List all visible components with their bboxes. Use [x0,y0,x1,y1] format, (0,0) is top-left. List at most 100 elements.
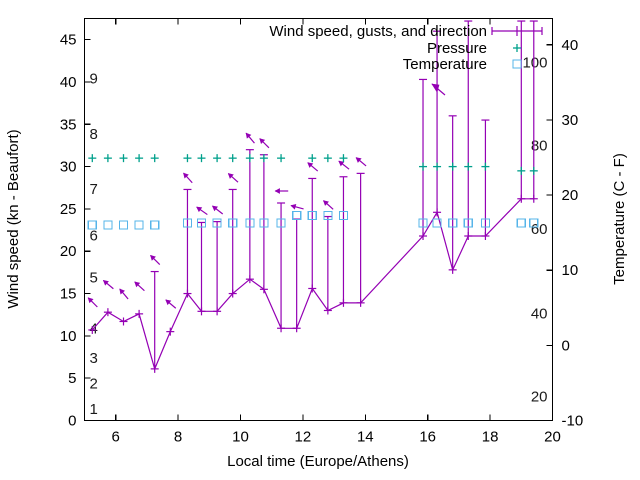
x-tick-label: 16 [419,429,436,446]
wind-direction-arrows [87,132,367,309]
wind-direction-arrowhead [323,200,329,206]
temperature-marker [134,220,144,230]
y2-tick-label: 30 [562,112,579,129]
y-tick-label: 5 [68,370,76,387]
beaufort-label: 3 [90,350,98,367]
y-axis-right: -10 0 10 20 30 40 [546,37,584,430]
temperature-marker [150,220,160,230]
temperature-marker [245,218,255,228]
x-tick-label: 10 [232,429,249,446]
wind-direction-arrowhead [150,254,156,261]
y-tick-label: 20 [60,243,77,260]
wind-direction-arrowhead [119,288,125,295]
fahrenheit-scale-labels: 20 40 60 80 100 [522,54,547,405]
y-tick-label: 15 [60,286,77,303]
x-tick-label: 20 [544,429,561,446]
wind-direction-arrowhead [211,205,218,212]
temperature-marker [182,218,193,228]
wind-direction-arrowhead [134,281,141,288]
y-tick-label: 40 [60,74,77,91]
x-tick-label: 12 [295,429,312,446]
y2-tick-label: 20 [562,187,579,204]
wind-direction-arrowhead [259,138,266,144]
temperature-marker [196,218,207,228]
temperature-marker [103,220,113,230]
wind-direction-arrowhead [183,172,189,179]
legend-label-wind: Wind speed, gusts, and direction [269,23,487,40]
beaufort-label: 1 [90,401,98,418]
y2-axis-title: Temperature (C - F) [611,153,628,285]
y-tick-label: 10 [60,328,77,345]
beaufort-label: 6 [90,227,98,244]
fahrenheit-label: 20 [531,389,548,406]
temperature-marker [418,218,428,228]
x-axis-title: Local time (Europe/Athens) [227,453,409,470]
legend: Wind speed, gusts, and directionPressure… [269,23,543,96]
temperature-marker [87,220,97,230]
wind-direction-arrowhead [274,188,280,194]
wind-direction-arrowhead [290,203,297,210]
legend-sample-temperature [512,59,522,69]
temperature-marker [292,210,302,220]
legend-label-temperature: Temperature [403,56,487,73]
temperature-marker [323,210,333,220]
wind-direction-arrowhead [338,160,345,167]
temperature-marker [276,218,286,228]
y-tick-label: 0 [68,413,76,430]
x-tick-label: 8 [174,429,182,446]
x-axis: 6 8 10 12 14 16 18 20 [112,18,561,446]
y-tick-label: 25 [60,201,77,218]
pressure-markers [88,154,538,175]
legend-direction-arrowhead [431,83,440,93]
beaufort-label: 7 [90,181,98,198]
wind-direction-arrowhead [165,299,172,306]
temperature-marker [432,218,442,228]
y-axis-title: Wind speed (kn - Beaufort) [5,129,22,308]
temperature-marker [212,218,222,228]
fahrenheit-label: 100 [522,54,547,71]
fahrenheit-label: 60 [531,221,548,238]
temperature-marker [529,218,539,228]
wind-direction-arrowhead [307,162,314,168]
wind-direction-arrowhead [227,173,234,179]
y-axis-left: 0 5 10 15 20 25 30 35 40 45 [60,32,91,430]
fahrenheit-label: 80 [531,138,548,155]
temperature-marker [448,218,458,228]
wind-direction-arrowhead [196,206,203,213]
legend-label-pressure: Pressure [427,40,487,57]
temperature-markers [87,210,539,230]
x-tick-label: 6 [112,429,120,446]
fahrenheit-label: 40 [531,305,548,322]
wind-direction-arrowhead [102,280,109,286]
temperature-marker [516,218,526,228]
temperature-marker [307,210,317,220]
temperature-marker [259,218,269,228]
temperature-marker [338,210,349,220]
temperature-marker [118,220,129,230]
beaufort-label: 2 [90,375,98,392]
x-tick-label: 18 [482,429,499,446]
wind-speed-markers [88,194,538,373]
temperature-marker [463,218,473,228]
plot-frame [83,17,554,422]
gust-bars [150,20,538,369]
temperature-marker [228,218,238,228]
beaufort-label: 9 [90,71,98,88]
wind-direction-arrowhead [87,297,94,304]
x-tick-label: 14 [357,429,374,446]
y2-tick-label: 40 [562,37,579,54]
beaufort-label: 8 [90,126,98,143]
temperature-marker [480,218,491,228]
wind-direction-arrowhead [245,132,252,139]
y2-tick-label: 10 [562,262,579,279]
beaufort-label: 5 [90,270,98,287]
y2-tick-label: -10 [562,413,584,430]
y-tick-label: 30 [60,159,77,176]
wind-direction-arrowhead [355,157,362,163]
y2-tick-label: 0 [562,337,570,354]
y-tick-label: 35 [60,116,77,133]
y-tick-label: 45 [60,32,77,49]
